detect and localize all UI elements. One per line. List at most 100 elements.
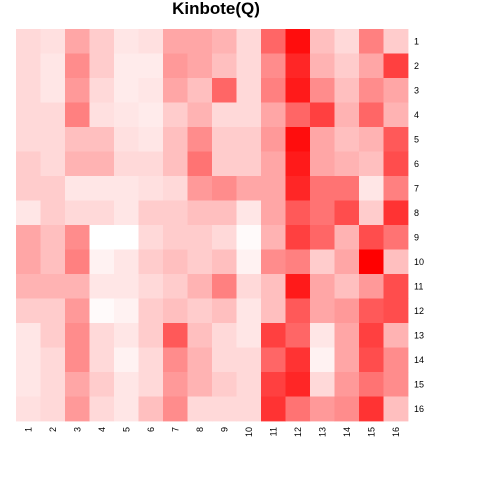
heatmap-cell-r3-c15 bbox=[359, 78, 384, 103]
heatmap-cell-r4-c14 bbox=[334, 102, 360, 128]
column-label-12: 12 bbox=[293, 427, 303, 437]
heatmap-cell-r14-c16 bbox=[383, 347, 409, 373]
heatmap-cell-r5-c16 bbox=[383, 127, 409, 152]
heatmap-cell-r6-c16 bbox=[383, 151, 409, 177]
heatmap-cell-r2-c2 bbox=[40, 53, 66, 79]
heatmap-cell-r12-c7 bbox=[163, 298, 188, 324]
heatmap-cell-r16-c12 bbox=[285, 396, 311, 422]
heatmap-cell-r14-c4 bbox=[89, 347, 115, 373]
heatmap-cell-r3-c11 bbox=[261, 78, 286, 103]
heatmap-cell-r10-c13 bbox=[310, 249, 335, 275]
heatmap-cell-r4-c4 bbox=[89, 102, 115, 128]
heatmap-cell-r15-c9 bbox=[212, 372, 237, 397]
heatmap-cell-r11-c12 bbox=[285, 274, 311, 299]
heatmap-cell-r8-c12 bbox=[285, 200, 311, 226]
heatmap-cell-r15-c4 bbox=[89, 372, 115, 397]
heatmap-cell-r9-c14 bbox=[334, 225, 360, 250]
column-label-15: 15 bbox=[366, 427, 376, 437]
heatmap-cell-r4-c7 bbox=[163, 102, 188, 128]
heatmap-cell-r4-c16 bbox=[383, 102, 409, 128]
column-label-8: 8 bbox=[195, 427, 205, 432]
row-label-9: 9 bbox=[414, 232, 419, 242]
heatmap-cell-r8-c16 bbox=[383, 200, 409, 226]
heatmap-cell-r15-c10 bbox=[236, 372, 262, 397]
heatmap-cell-r6-c13 bbox=[310, 151, 335, 177]
heatmap-cell-r7-c13 bbox=[310, 176, 335, 201]
heatmap-cell-r15-c14 bbox=[334, 372, 360, 397]
row-label-6: 6 bbox=[414, 159, 419, 169]
row-label-13: 13 bbox=[414, 330, 424, 340]
heatmap-cell-r16-c9 bbox=[212, 396, 237, 422]
heatmap-cell-r9-c13 bbox=[310, 225, 335, 250]
heatmap-cell-r16-c8 bbox=[187, 396, 213, 422]
heatmap-cell-r11-c5 bbox=[114, 274, 139, 299]
heatmap-cell-r12-c9 bbox=[212, 298, 237, 324]
heatmap-cell-r7-c2 bbox=[40, 176, 66, 201]
heatmap-cell-r8-c7 bbox=[163, 200, 188, 226]
column-label-3: 3 bbox=[72, 427, 82, 432]
heatmap-cell-r7-c5 bbox=[114, 176, 139, 201]
heatmap-cell-r7-c8 bbox=[187, 176, 213, 201]
heatmap-cell-r12-c14 bbox=[334, 298, 360, 324]
heatmap-cell-r8-c6 bbox=[138, 200, 164, 226]
heatmap-cell-r5-c3 bbox=[65, 127, 90, 152]
heatmap-cell-r8-c1 bbox=[16, 200, 41, 226]
heatmap-cell-r11-c11 bbox=[261, 274, 286, 299]
heatmap-cell-r13-c12 bbox=[285, 323, 311, 348]
heatmap-cell-r6-c8 bbox=[187, 151, 213, 177]
heatmap-cell-r8-c14 bbox=[334, 200, 360, 226]
heatmap-cell-r4-c12 bbox=[285, 102, 311, 128]
heatmap-cell-r1-c1 bbox=[16, 29, 41, 54]
heatmap-cell-r16-c1 bbox=[16, 396, 41, 422]
heatmap-cell-r2-c1 bbox=[16, 53, 41, 79]
heatmap-cell-r14-c14 bbox=[334, 347, 360, 373]
heatmap-cell-r1-c13 bbox=[310, 29, 335, 54]
heatmap-cell-r16-c6 bbox=[138, 396, 164, 422]
heatmap-cell-r13-c9 bbox=[212, 323, 237, 348]
heatmap-cell-r13-c6 bbox=[138, 323, 164, 348]
heatmap-cell-r4-c2 bbox=[40, 102, 66, 128]
heatmap-cell-r13-c7 bbox=[163, 323, 188, 348]
heatmap-cell-r3-c3 bbox=[65, 78, 90, 103]
heatmap-cell-r15-c6 bbox=[138, 372, 164, 397]
heatmap-cell-r14-c3 bbox=[65, 347, 90, 373]
heatmap-cell-r11-c13 bbox=[310, 274, 335, 299]
heatmap-cell-r5-c15 bbox=[359, 127, 384, 152]
heatmap-cell-r2-c6 bbox=[138, 53, 164, 79]
heatmap-cell-r11-c8 bbox=[187, 274, 213, 299]
heatmap-cell-r10-c6 bbox=[138, 249, 164, 275]
heatmap-cell-r2-c13 bbox=[310, 53, 335, 79]
heatmap-cell-r12-c2 bbox=[40, 298, 66, 324]
heatmap-cell-r6-c3 bbox=[65, 151, 90, 177]
row-label-8: 8 bbox=[414, 208, 419, 218]
heatmap-cell-r5-c8 bbox=[187, 127, 213, 152]
heatmap-cell-r9-c12 bbox=[285, 225, 311, 250]
column-label-5: 5 bbox=[121, 427, 131, 432]
heatmap-cell-r12-c3 bbox=[65, 298, 90, 324]
heatmap-cell-r15-c16 bbox=[383, 372, 409, 397]
heatmap-cell-r16-c2 bbox=[40, 396, 66, 422]
column-label-16: 16 bbox=[391, 427, 401, 437]
heatmap-cell-r11-c14 bbox=[334, 274, 360, 299]
column-label-2: 2 bbox=[48, 427, 58, 432]
heatmap-cell-r6-c6 bbox=[138, 151, 164, 177]
heatmap-cell-r1-c4 bbox=[89, 29, 115, 54]
heatmap-cell-r13-c11 bbox=[261, 323, 286, 348]
heatmap-cell-r13-c10 bbox=[236, 323, 262, 348]
heatmap-cell-r15-c12 bbox=[285, 372, 311, 397]
heatmap-cell-r7-c16 bbox=[383, 176, 409, 201]
heatmap-cell-r5-c14 bbox=[334, 127, 360, 152]
heatmap-cell-r13-c4 bbox=[89, 323, 115, 348]
heatmap-cell-r1-c5 bbox=[114, 29, 139, 54]
heatmap-cell-r3-c10 bbox=[236, 78, 262, 103]
heatmap-cell-r7-c10 bbox=[236, 176, 262, 201]
heatmap-cell-r3-c7 bbox=[163, 78, 188, 103]
row-label-4: 4 bbox=[414, 110, 419, 120]
heatmap-cell-r8-c10 bbox=[236, 200, 262, 226]
heatmap-cell-r15-c3 bbox=[65, 372, 90, 397]
heatmap-cell-r10-c7 bbox=[163, 249, 188, 275]
heatmap-cell-r10-c12 bbox=[285, 249, 311, 275]
heatmap-cell-r12-c8 bbox=[187, 298, 213, 324]
heatmap-cell-r16-c11 bbox=[261, 396, 286, 422]
heatmap-cell-r6-c14 bbox=[334, 151, 360, 177]
